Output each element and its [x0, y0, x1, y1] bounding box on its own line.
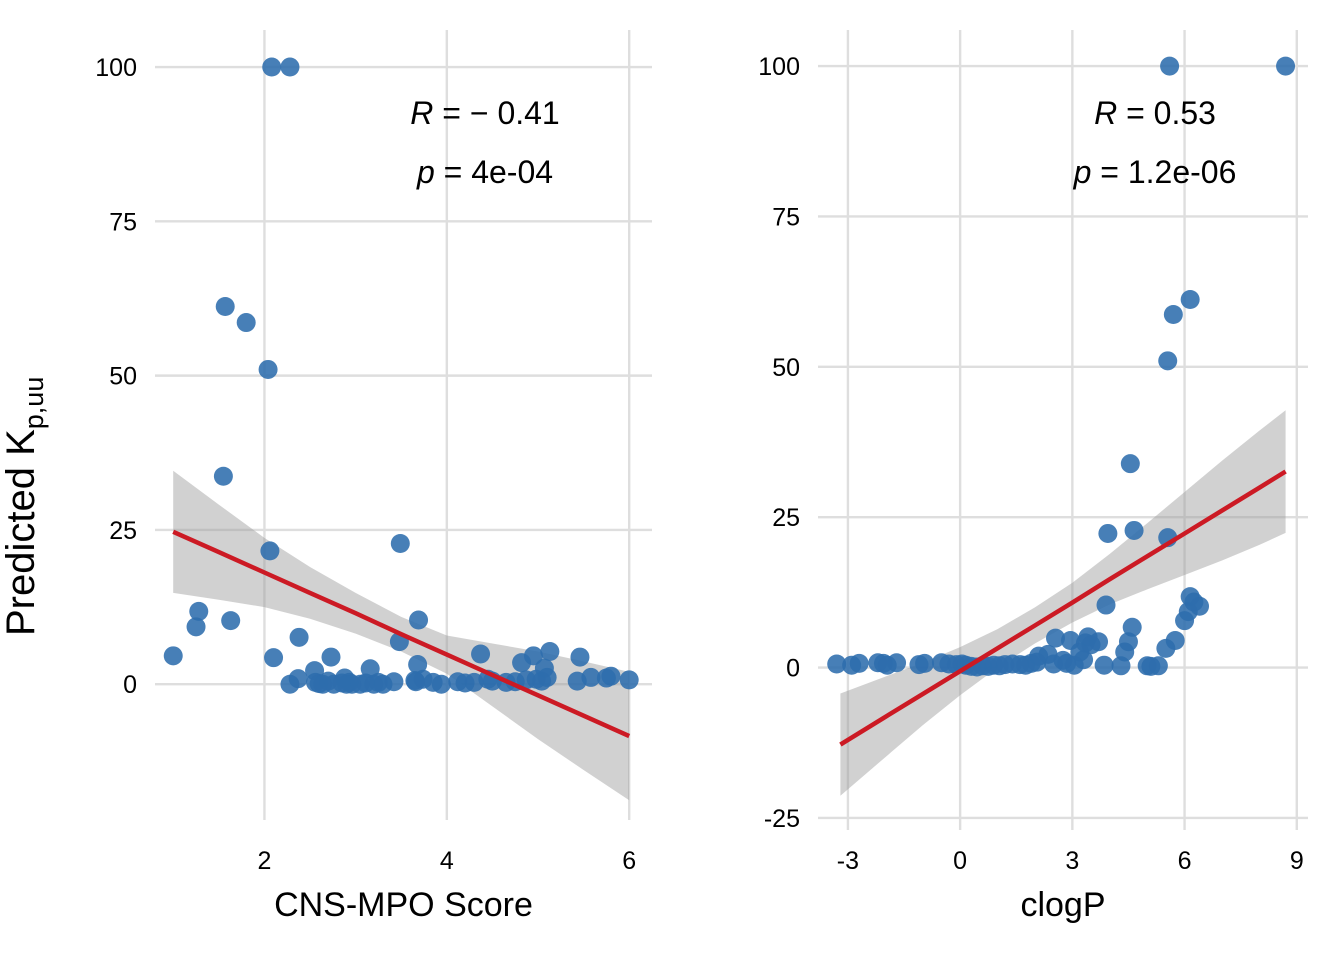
data-point	[537, 667, 557, 687]
data-point	[408, 654, 428, 674]
data-point	[523, 646, 543, 666]
y-tick-label: 0	[786, 655, 800, 683]
x-tick-label: 4	[440, 847, 454, 875]
data-point	[1180, 289, 1200, 309]
data-point	[186, 617, 206, 637]
data-point	[1165, 631, 1185, 651]
p-value: = 1.2e-06	[1091, 154, 1236, 190]
x-tick-label: 3	[1065, 847, 1079, 875]
r-symbol: R	[1094, 95, 1117, 131]
data-point	[849, 653, 869, 673]
x-tick-label: 6	[622, 847, 636, 875]
data-point	[1096, 595, 1116, 615]
data-point	[321, 647, 341, 667]
data-point	[1160, 56, 1180, 76]
y-tick-label: 25	[772, 504, 800, 532]
data-point	[1094, 655, 1114, 675]
correlation-r: R = − 0.41	[410, 95, 559, 131]
data-point	[189, 601, 209, 621]
data-point	[215, 297, 235, 316]
data-point	[915, 653, 935, 673]
data-point	[213, 466, 233, 486]
y-axis-title-subscript: p,uu	[19, 377, 49, 430]
p-value: = 4e-04	[435, 154, 553, 190]
data-point	[221, 611, 241, 631]
y-tick-label: 25	[109, 517, 137, 545]
data-point	[1046, 628, 1066, 648]
data-point	[1276, 56, 1296, 76]
data-point	[409, 610, 429, 630]
data-point	[431, 674, 451, 694]
data-point	[1163, 305, 1183, 325]
data-point	[1074, 650, 1094, 670]
data-point	[236, 313, 256, 333]
data-point	[601, 666, 621, 686]
y-tick-label: 50	[109, 363, 137, 391]
x-tick-label: 6	[1178, 847, 1192, 875]
data-point	[289, 627, 309, 647]
data-point	[619, 670, 639, 690]
data-point	[260, 541, 280, 561]
correlation-p: p = 4e-04	[416, 154, 553, 190]
r-value: = − 0.41	[433, 95, 559, 131]
data-point	[262, 57, 282, 77]
data-point	[827, 654, 847, 674]
x-tick-label: 9	[1290, 847, 1304, 875]
data-point	[1098, 523, 1118, 543]
data-point	[1120, 454, 1140, 474]
data-point	[390, 534, 410, 553]
data-point	[264, 648, 284, 668]
x-axis-title: clogP	[1020, 886, 1105, 924]
y-tick-label: 0	[123, 671, 137, 699]
data-point	[384, 672, 404, 692]
data-point	[581, 667, 601, 687]
y-tick-label: 100	[758, 53, 800, 81]
x-tick-label: 0	[953, 847, 967, 875]
data-point	[1124, 520, 1144, 540]
correlation-r: R = 0.53	[1094, 95, 1216, 131]
regression-line	[839, 469, 1287, 747]
x-tick-label: 2	[257, 847, 271, 875]
y-tick-label: 75	[772, 203, 800, 231]
data-point	[280, 57, 300, 77]
data-point	[570, 647, 590, 667]
data-point	[1148, 656, 1168, 676]
data-point	[258, 359, 278, 379]
y-tick-label: 100	[95, 54, 137, 82]
data-point	[1122, 617, 1142, 637]
y-axis-title-main: Predicted K	[0, 429, 43, 636]
left-panel: 0 25 50 75 100 2 4 6 CNS-MPO Score R = − 0.41 p = …	[95, 30, 652, 924]
p-symbol: p	[416, 154, 435, 190]
data-point	[471, 644, 491, 664]
r-symbol: R	[410, 95, 433, 131]
data-point	[887, 653, 907, 673]
data-point	[1089, 632, 1109, 652]
data-point	[163, 646, 183, 666]
y-tick-label: 50	[772, 354, 800, 382]
data-point	[540, 642, 560, 662]
data-point	[1118, 632, 1138, 652]
r-value: = 0.53	[1117, 95, 1216, 131]
p-symbol: p	[1073, 154, 1092, 190]
correlation-p: p = 1.2e-06	[1073, 154, 1237, 190]
data-point	[1190, 596, 1210, 616]
regression-line	[172, 529, 631, 739]
y-axis-title: Predicted Kp,uu	[0, 377, 49, 636]
confidence-band	[840, 410, 1286, 796]
y-tick-label: -25	[764, 805, 800, 833]
x-tick-label: -3	[837, 847, 859, 875]
data-point	[288, 669, 308, 689]
y-tick-label: 75	[109, 208, 137, 236]
x-axis-title: CNS-MPO Score	[274, 886, 533, 924]
data-point	[1158, 351, 1178, 371]
